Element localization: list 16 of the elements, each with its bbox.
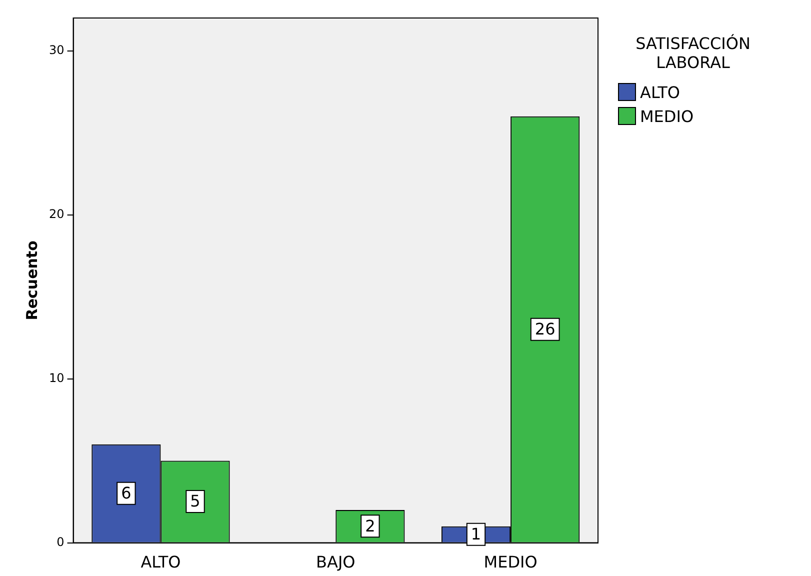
data-label: 5 (190, 492, 200, 511)
y-tick-label: 20 (48, 206, 64, 221)
data-label: 1 (470, 524, 482, 544)
x-tick-label: ALTO (140, 552, 181, 572)
data-label: 2 (365, 516, 376, 536)
legend-label: ALTO (640, 82, 680, 102)
y-axis-title: Recuento (22, 240, 41, 320)
legend-title: SATISFACCIÓN LABORAL (634, 34, 752, 72)
legend-label: MEDIO (640, 106, 694, 126)
y-tick-label: 30 (48, 42, 64, 57)
y-tick-label: 10 (48, 370, 64, 385)
x-tick-label: MEDIO (484, 552, 538, 572)
x-tick-label: BAJO (316, 552, 356, 572)
y-tick-label: 0 (56, 534, 64, 549)
data-label: 6 (121, 484, 132, 503)
data-label: 26 (534, 320, 556, 339)
